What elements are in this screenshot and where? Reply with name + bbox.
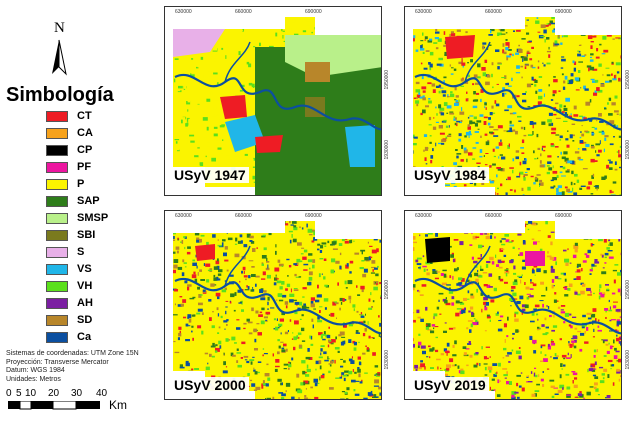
x-tick: 630000 [175, 9, 192, 15]
legend-code-sd: SD [77, 314, 93, 326]
legend-item-ah: AH [46, 297, 93, 309]
legend-item-pf: PF [46, 161, 91, 173]
legend-item-vh: VH [46, 280, 92, 292]
legend-swatch-p [46, 178, 68, 190]
scale-tick: 0 [6, 388, 12, 399]
scale-tick: 5 [16, 388, 22, 399]
legend-panel: N Simbología CT CA CP PF P SAP SMSP SBI … [0, 0, 160, 424]
legend-code-ah: AH [77, 297, 93, 309]
legend-item-vs: VS [46, 263, 92, 275]
scale-tick: 10 [25, 388, 37, 399]
y-tick: 1930000 [384, 140, 390, 160]
legend-swatch-ca-water [46, 331, 68, 343]
legend-swatch-sbi [46, 229, 68, 241]
scale-tick: 20 [48, 388, 60, 399]
map-label-1947: USyV 1947 [171, 167, 249, 183]
legend-swatch-pf [46, 161, 68, 173]
legend-item-sap: SAP [46, 195, 100, 207]
y-tick: 1930000 [625, 140, 631, 160]
legend-code-vs: VS [77, 263, 92, 275]
map-1947 [173, 17, 381, 195]
legend-code-sbi: SBI [77, 229, 96, 241]
y-tick: 1950000 [625, 70, 631, 90]
legend-title: Simbología [6, 84, 114, 106]
x-tick: 660000 [485, 9, 502, 15]
legend-code-cp: CP [77, 144, 93, 156]
legend-item-ca: CA [46, 127, 93, 139]
legend-item-ct: CT [46, 110, 92, 122]
legend-swatch-ah [46, 297, 68, 309]
legend-code-vh: VH [77, 280, 93, 292]
map-1984 [413, 17, 621, 195]
x-tick: 630000 [415, 9, 432, 15]
map-label-2019: USyV 2019 [411, 377, 489, 393]
legend-item-sd: SD [46, 314, 92, 326]
legend-code-ca: CA [77, 127, 93, 139]
scale-tick: 30 [71, 388, 83, 399]
scale-bar-graphic [8, 401, 100, 410]
map-2019 [413, 221, 621, 399]
y-tick: 1930000 [384, 350, 390, 370]
map-panel-2019: 630000 660000 690000 USyV 2019 [404, 210, 622, 400]
legend-swatch-vh [46, 280, 68, 292]
legend-swatch-smsp [46, 212, 68, 224]
scale-unit: Km [109, 398, 127, 412]
y-tick: 1950000 [384, 280, 390, 300]
x-tick: 630000 [415, 213, 432, 219]
y-tick: 1930000 [625, 350, 631, 370]
map-panel-2000: 630000 660000 690000 USyV 2000 [164, 210, 382, 400]
legend-swatch-s [46, 246, 68, 258]
x-tick: 630000 [175, 213, 192, 219]
north-arrow-icon [52, 39, 67, 76]
y-tick: 1950000 [384, 70, 390, 90]
x-tick: 660000 [485, 213, 502, 219]
legend-code-ct: CT [77, 110, 92, 122]
note-line: Proyección: Transverse Mercator [6, 358, 109, 366]
legend-code-smsp: SMSP [77, 212, 109, 224]
x-tick: 690000 [555, 213, 572, 219]
legend-code-s: S [77, 246, 85, 258]
legend-item-ca-water: Ca [46, 331, 91, 343]
north-label: N [54, 20, 65, 36]
legend-code-sap: SAP [77, 195, 100, 207]
legend-item-sbi: SBI [46, 229, 95, 241]
legend-swatch-sd [46, 314, 68, 326]
map-2000 [173, 221, 381, 399]
legend-swatch-ct [46, 110, 68, 122]
scale-tick: 40 [96, 388, 108, 399]
x-tick: 690000 [305, 213, 322, 219]
legend-item-cp: CP [46, 144, 92, 156]
legend-swatch-ca [46, 127, 68, 139]
note-line: Unidades: Metros [6, 375, 61, 383]
y-tick: 1950000 [625, 280, 631, 300]
legend-code-ca-water: Ca [77, 331, 92, 343]
note-line: Datum: WGS 1984 [6, 367, 65, 375]
legend-item-p: P [46, 178, 84, 190]
legend-item-s: S [46, 246, 84, 258]
map-label-2000: USyV 2000 [171, 377, 249, 393]
x-tick: 690000 [305, 9, 322, 15]
projection-notes: Sistemas de coordenadas: UTM Zone 15N Pr… [6, 350, 139, 384]
legend-item-smsp: SMSP [46, 212, 108, 224]
legend-swatch-cp [46, 144, 68, 156]
x-tick: 690000 [555, 9, 572, 15]
map-label-1984: USyV 1984 [411, 167, 489, 183]
x-tick: 660000 [235, 213, 252, 219]
legend-swatch-sap [46, 195, 68, 207]
legend-code-p: P [77, 178, 85, 190]
map-panel-1947: 630000 660000 690000 USyV 1947 [164, 6, 382, 196]
x-tick: 660000 [235, 9, 252, 15]
map-panel-1984: 630000 660000 690000 USyV 1984 [404, 6, 622, 196]
legend-code-pf: PF [77, 161, 92, 173]
legend-swatch-vs [46, 263, 68, 275]
note-line: Sistemas de coordenadas: UTM Zone 15N [6, 350, 139, 357]
